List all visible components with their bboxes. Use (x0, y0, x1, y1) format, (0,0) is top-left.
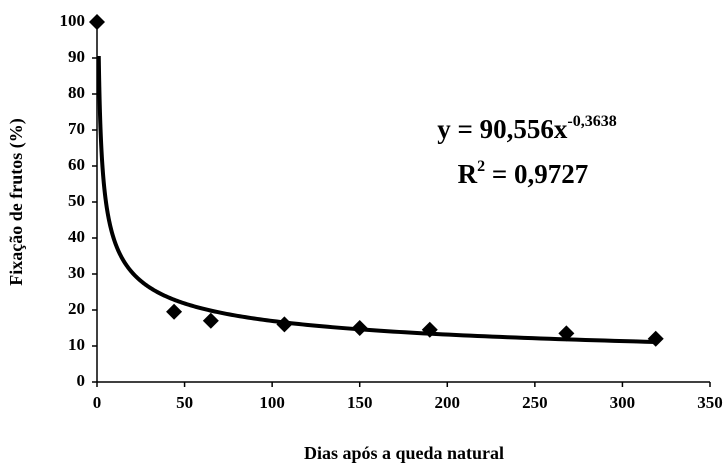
y-tick-label: 80 (68, 83, 85, 102)
y-tick-label: 10 (68, 335, 85, 354)
x-tick-label: 200 (435, 393, 461, 412)
x-tick-label: 150 (347, 393, 373, 412)
y-tick-label: 30 (68, 263, 85, 282)
x-tick-label: 350 (697, 393, 723, 412)
r2-symbol: R (458, 159, 478, 189)
r2-text: = 0,9727 (485, 159, 588, 189)
y-axis-label: Fixação de frutos (%) (6, 118, 27, 285)
x-tick-label: 50 (176, 393, 193, 412)
y-tick-label: 50 (68, 191, 85, 210)
equation-text: y = 90,556x (437, 114, 568, 144)
y-tick-label: 20 (68, 299, 85, 318)
y-tick-label: 90 (68, 47, 85, 66)
y-tick-label: 40 (68, 227, 85, 246)
r2-power: 2 (477, 158, 485, 175)
x-tick-label: 300 (610, 393, 636, 412)
point (202, 312, 219, 329)
point (89, 14, 105, 30)
point (647, 330, 664, 347)
y-tick-label: 0 (77, 371, 86, 390)
point (558, 325, 575, 342)
y-tick-label: 100 (60, 11, 86, 30)
point (276, 316, 293, 333)
point (351, 320, 368, 336)
x-tick-label: 0 (93, 393, 102, 412)
trendline (96, 55, 656, 344)
point (421, 321, 438, 338)
r-squared: R2 = 0,9727 (458, 158, 589, 189)
x-tick-label: 250 (522, 393, 548, 412)
point (166, 303, 183, 320)
y-tick-label: 70 (68, 119, 85, 138)
equation-exponent: -0,3638 (567, 113, 616, 130)
x-axis-label: Dias após a queda natural (304, 443, 504, 463)
equation: y = 90,556x-0,3638 (437, 113, 616, 144)
y-tick-label: 60 (68, 155, 85, 174)
x-tick-label: 100 (259, 393, 285, 412)
